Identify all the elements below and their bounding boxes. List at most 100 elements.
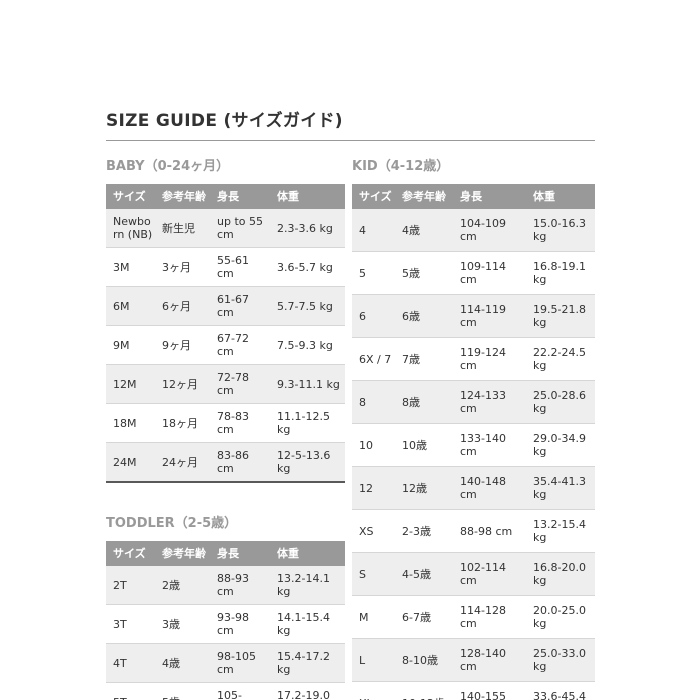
col-header-height: 身長	[210, 541, 270, 566]
table-cell: 61-67 cm	[210, 286, 270, 326]
table-cell: 140-155 cm	[453, 681, 526, 700]
table-row: 24M 24ヶ月 83-86 cm 12-5-13.6 kg	[106, 442, 345, 482]
table-row: 6X / 7 7歳 119-124 cm 22.2-24.5 kg	[352, 337, 595, 381]
header-row: サイズ 参考年齢 身長 体重	[106, 184, 345, 209]
table-cell: 20.0-25.0 kg	[526, 595, 595, 639]
header-row: サイズ 参考年齢 身長 体重	[352, 184, 595, 209]
table-row: 4 4歳 104-109 cm 15.0-16.3 kg	[352, 209, 595, 252]
table-cell: 98-105 cm	[210, 643, 270, 683]
table-cell: 17.2-19.0 kg	[270, 682, 345, 700]
header-row: サイズ 参考年齢 身長 体重	[106, 541, 345, 566]
table-row: 12 12歳 140-148 cm 35.4-41.3 kg	[352, 466, 595, 510]
table-cell: 2.3-3.6 kg	[277, 221, 333, 235]
table-cell: 67-72 cm	[210, 325, 270, 365]
baby-table-body: Newborn (NB) 新生児 up to 55 cm 2.3-3.6 kg 3M 3ヶ…	[106, 209, 345, 482]
table-row: 9M 9ヶ月 67-72 cm 7.5-9.3 kg	[106, 325, 345, 365]
table-cell: 105-112cm	[210, 682, 270, 700]
table-row: 6 6歳 114-119 cm 19.5-21.8 kg	[352, 294, 595, 338]
table-row: L 8-10歳 128-140 cm 25.0-33.0 kg	[352, 638, 595, 682]
table-cell: 4	[359, 223, 366, 237]
table-cell: 102-114 cm	[453, 552, 526, 596]
table-cell: 6歳	[395, 294, 453, 338]
table-cell: 140-148 cm	[453, 466, 526, 510]
table-cell: 5	[352, 251, 395, 295]
table-cell: 24M	[106, 442, 155, 482]
table-row: Newborn (NB) 新生児 up to 55 cm 2.3-3.6 kg	[106, 209, 345, 248]
table-cell: 12ヶ月	[155, 364, 210, 404]
table-cell: 15.4-17.2 kg	[270, 643, 345, 683]
table-cell: 35.4-41.3 kg	[526, 466, 595, 510]
table-cell: 4T	[106, 643, 155, 683]
baby-section: BABY（0-24ヶ月） サイズ 参考年齢 身長 体重 Newborn (NB)…	[106, 155, 345, 483]
table-cell: 12-5-13.6 kg	[270, 442, 345, 482]
table-cell: 22.2-24.5 kg	[526, 337, 595, 381]
table-cell: 83-86 cm	[210, 442, 270, 482]
table-cell: 2T	[113, 578, 127, 592]
toddler-table-head: サイズ 参考年齢 身長 体重	[106, 541, 345, 566]
table-cell: 6ヶ月	[155, 286, 210, 326]
col-header-age: 参考年齢	[395, 184, 453, 209]
table-cell: 15.0-16.3 kg	[533, 217, 586, 243]
table-cell: 10-12歳	[395, 681, 453, 700]
table-cell: 3T	[106, 604, 155, 644]
table-cell: 25.0-28.6 kg	[526, 380, 595, 424]
table-row: 3T 3歳 93-98 cm 14.1-15.4 kg	[106, 604, 345, 644]
table-row: 4T 4歳 98-105 cm 15.4-17.2 kg	[106, 643, 345, 683]
table-cell: 133-140 cm	[453, 423, 526, 467]
table-cell: 5T	[106, 682, 155, 700]
table-cell: 新生児	[162, 221, 195, 235]
table-cell: 11.1-12.5 kg	[270, 403, 345, 443]
table-cell: 6M	[106, 286, 155, 326]
col-header-height: 身長	[453, 184, 526, 209]
table-cell: 5.7-7.5 kg	[270, 286, 345, 326]
kid-table-body: 4 4歳 104-109 cm 15.0-16.3 kg 5 5歳 109-114 cm 16…	[352, 209, 595, 700]
table-cell: up to 55 cm	[217, 215, 263, 241]
kid-table-head: サイズ 参考年齢 身長 体重	[352, 184, 595, 209]
table-row: XS 2-3歳 88-98 cm 13.2-15.4 kg	[352, 509, 595, 553]
table-cell: 8-10歳	[395, 638, 453, 682]
baby-size-table: サイズ 参考年齢 身長 体重 Newborn (NB) 新生児 up to 55 c…	[106, 184, 345, 483]
table-cell: 124-133 cm	[453, 380, 526, 424]
table-cell: 33.6-45.4 kg	[526, 681, 595, 700]
table-cell: 9ヶ月	[155, 325, 210, 365]
col-header-size: サイズ	[106, 184, 155, 209]
table-cell: 119-124 cm	[453, 337, 526, 381]
col-header-height: 身長	[210, 184, 270, 209]
kid-section-heading: KID（4-12歳）	[352, 159, 450, 174]
table-cell: 4歳	[155, 643, 210, 683]
baby-section-heading: BABY（0-24ヶ月）	[106, 159, 230, 174]
table-cell: 114-128 cm	[453, 595, 526, 639]
table-cell: 2-3歳	[395, 509, 453, 553]
col-header-size: サイズ	[106, 541, 155, 566]
col-header-size: サイズ	[352, 184, 395, 209]
table-cell: 13.2-15.4 kg	[526, 509, 595, 553]
size-guide-page: SIZE GUIDE (サイズガイド) BABY（0-24ヶ月） サイズ 参考年…	[106, 111, 595, 700]
table-cell: 88-93 cm	[217, 572, 249, 598]
table-cell: 88-98 cm	[453, 509, 526, 553]
table-row: 18M 18ヶ月 78-83 cm 11.1-12.5 kg	[106, 403, 345, 443]
table-cell: 18M	[106, 403, 155, 443]
table-cell: XL	[352, 681, 395, 700]
col-header-age: 参考年齢	[155, 541, 210, 566]
table-cell: 6-7歳	[395, 595, 453, 639]
table-cell: 3ヶ月	[155, 247, 210, 287]
table-cell: 72-78 cm	[210, 364, 270, 404]
table-cell: 12	[352, 466, 395, 510]
table-cell: 4歳	[402, 223, 420, 237]
table-cell: 18ヶ月	[155, 403, 210, 443]
col-header-weight: 体重	[270, 184, 345, 209]
col-header-weight: 体重	[526, 184, 595, 209]
table-cell: 24ヶ月	[155, 442, 210, 482]
table-cell: 3歳	[155, 604, 210, 644]
table-cell: 9.3-11.1 kg	[270, 364, 345, 404]
table-cell: Newborn (NB)	[113, 215, 153, 241]
table-row: 2T 2歳 88-93 cm 13.2-14.1 kg	[106, 566, 345, 605]
table-cell: 29.0-34.9 kg	[526, 423, 595, 467]
table-row: 6M 6ヶ月 61-67 cm 5.7-7.5 kg	[106, 286, 345, 326]
table-cell: XS	[352, 509, 395, 553]
table-cell: 109-114 cm	[453, 251, 526, 295]
table-cell: 10	[352, 423, 395, 467]
table-cell: M	[352, 595, 395, 639]
toddler-section: TODDLER（2-5歳） サイズ 参考年齢 身長 体重 2T 2歳 88-93 c…	[106, 512, 345, 700]
